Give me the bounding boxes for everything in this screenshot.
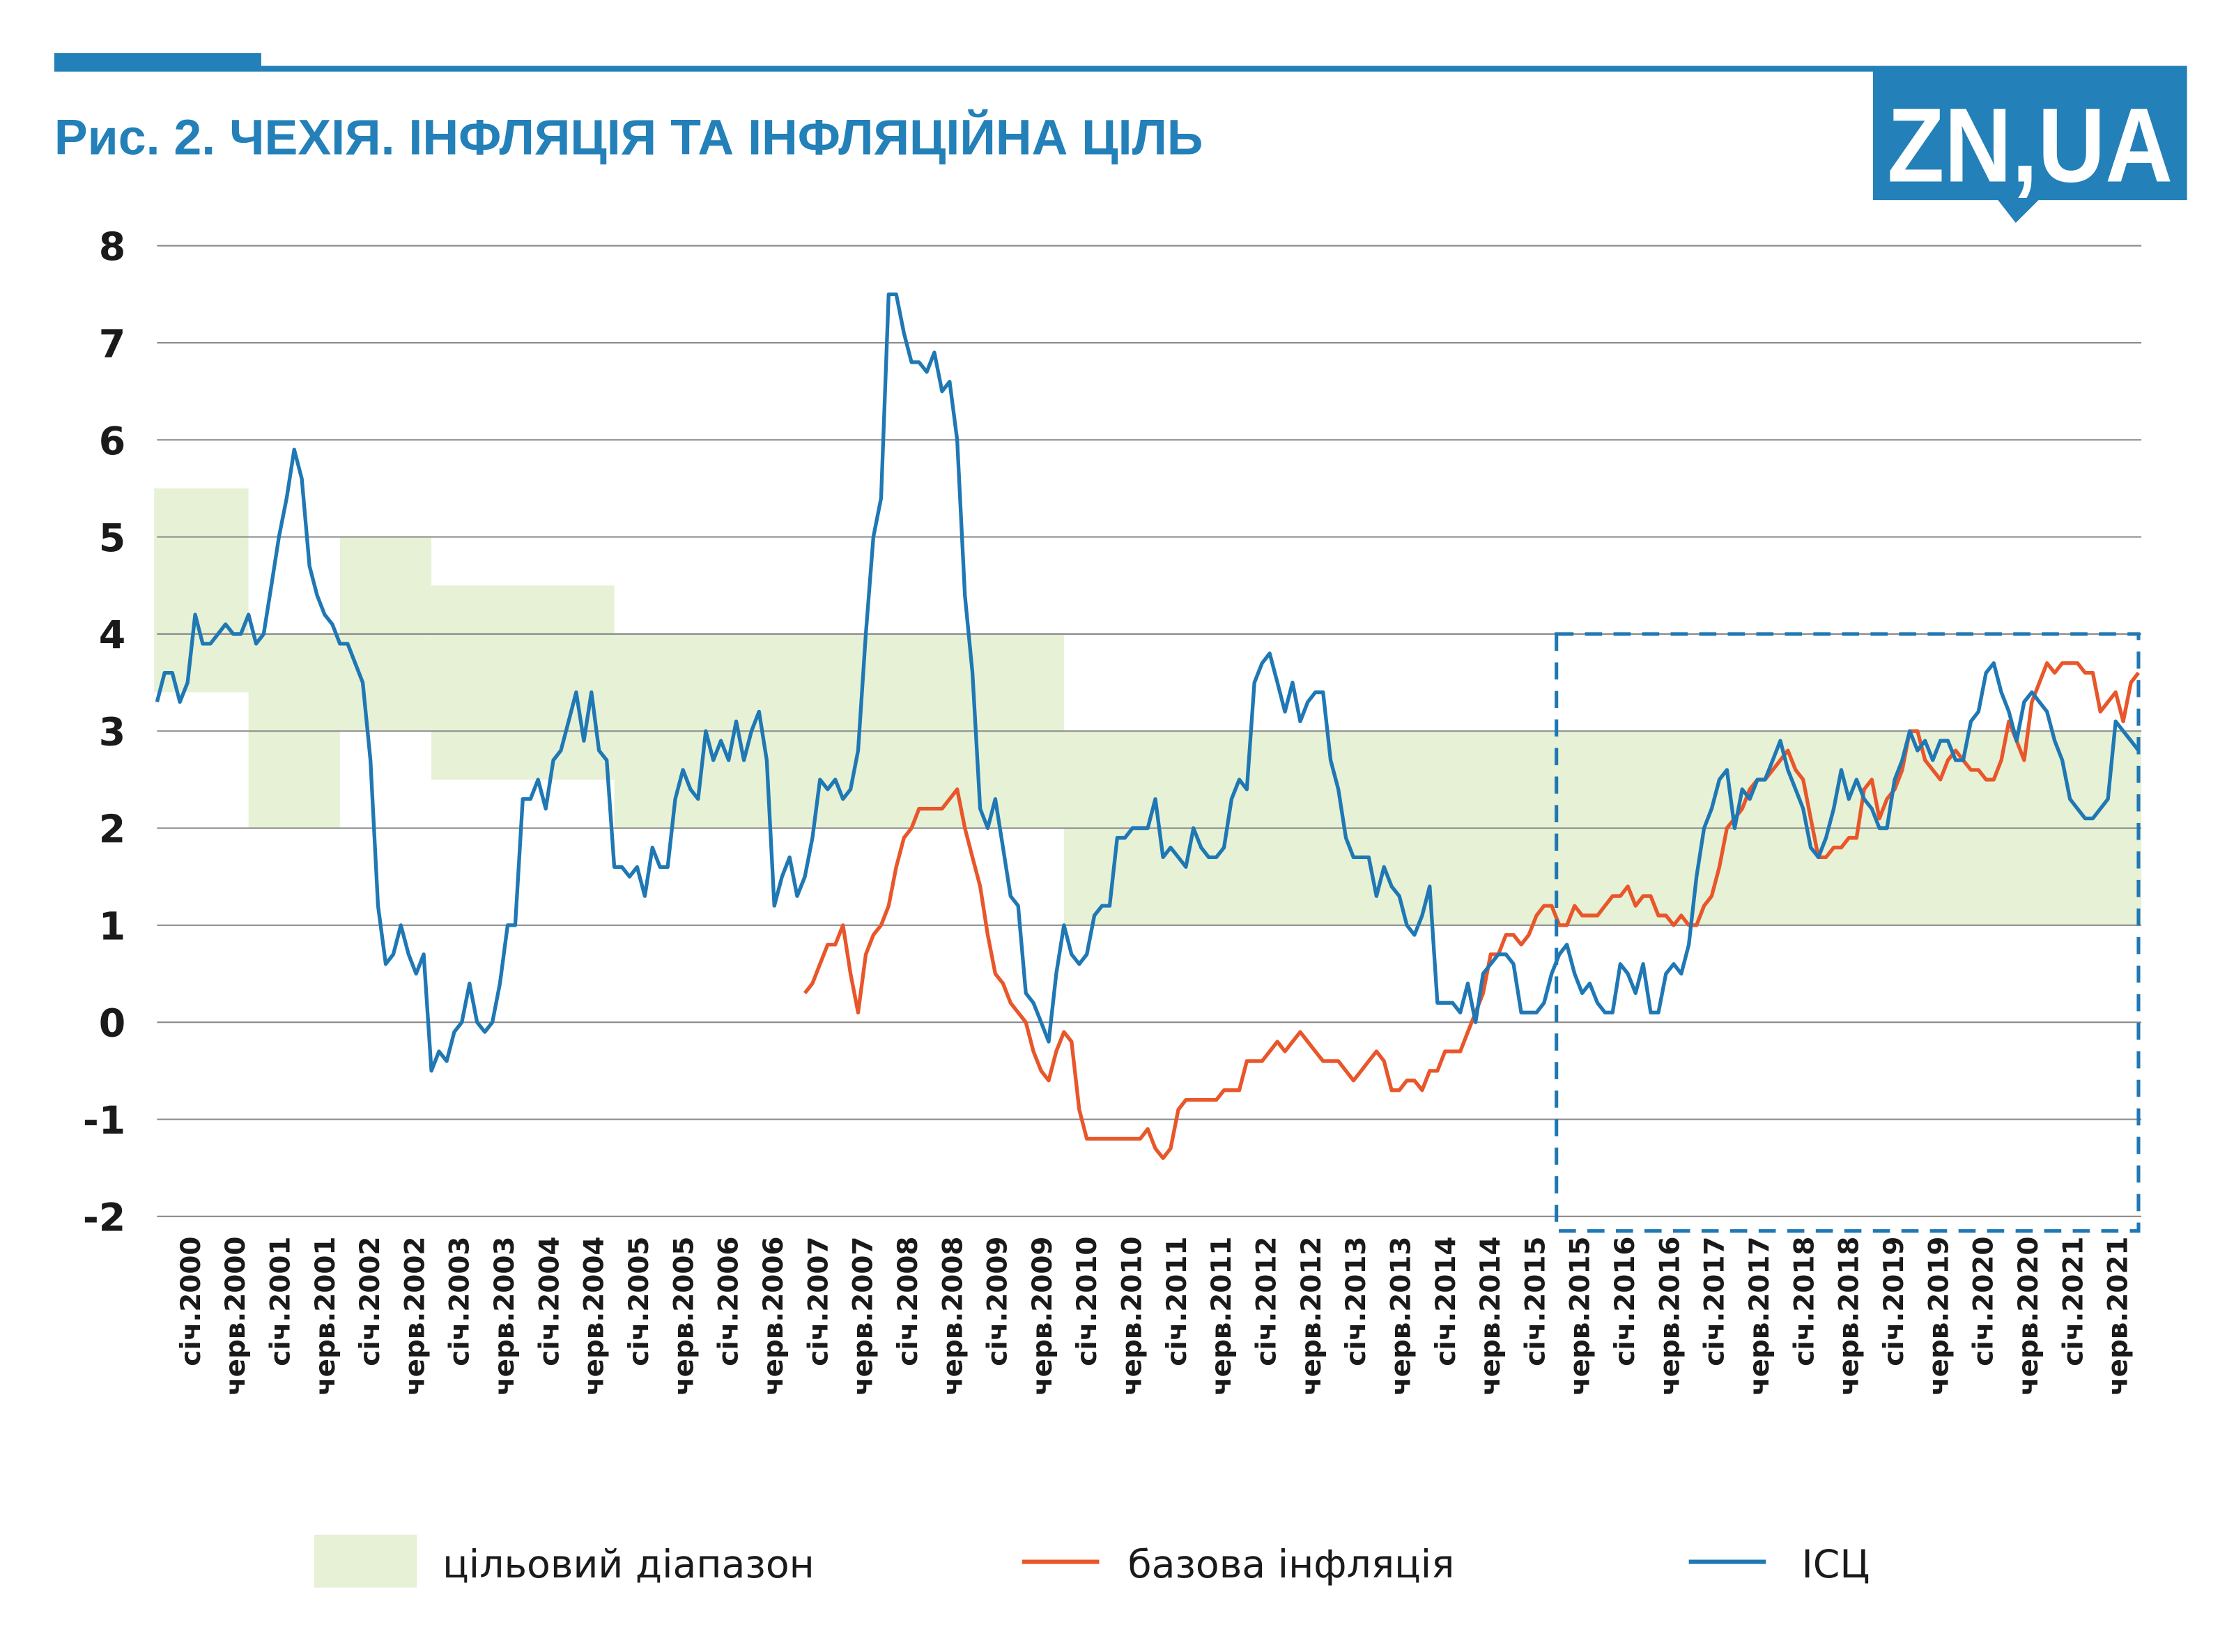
x-tick-label: черв.2013 <box>1385 1237 1417 1396</box>
x-tick-label: січ.2007 <box>803 1237 834 1366</box>
x-tick-label: черв.2006 <box>758 1237 789 1396</box>
x-tick-label: черв.2011 <box>1206 1237 1238 1396</box>
series-layer <box>155 292 2141 1160</box>
x-tick-label: січ.2005 <box>624 1237 655 1366</box>
x-tick-label: січ.2003 <box>445 1237 476 1366</box>
header-accent-bar <box>54 53 261 72</box>
y-tick-label: -2 <box>83 1196 125 1240</box>
x-tick-label: січ.2017 <box>1700 1237 1731 1366</box>
x-tick-label: черв.2005 <box>668 1237 700 1396</box>
y-tick-label: 5 <box>99 516 125 561</box>
x-tick-label: черв.2010 <box>1117 1237 1148 1396</box>
x-tick-label: січ.2019 <box>1879 1237 1910 1366</box>
x-tick-label: січ.2018 <box>1789 1237 1820 1366</box>
legend-label-core: базова інфляція <box>1127 1543 1454 1587</box>
x-tick-label: січ.2015 <box>1520 1237 1551 1366</box>
x-tick-label: черв.2001 <box>310 1237 341 1396</box>
x-tick-label: січ.2021 <box>2058 1237 2089 1366</box>
y-tick-label: 6 <box>99 419 125 464</box>
x-tick-label: січ.2016 <box>1610 1237 1641 1366</box>
x-tick-label: черв.2017 <box>1744 1237 1775 1396</box>
target-band-segment <box>431 585 615 780</box>
x-tick-label: черв.2000 <box>220 1237 252 1396</box>
legend: цільовий діапазон базова інфляція ІСЦ <box>314 1534 1870 1588</box>
y-tick-label: 3 <box>99 711 125 755</box>
x-tick-label: черв.2004 <box>579 1237 610 1396</box>
x-tick-label: черв.2019 <box>1923 1237 1955 1396</box>
highlight-box <box>1555 632 2141 1233</box>
x-tick-label: січ.2009 <box>982 1237 1014 1366</box>
y-tick-label: 2 <box>99 808 125 852</box>
x-tick-label: січ.2010 <box>1072 1237 1103 1366</box>
x-tick-label: січ.2013 <box>1341 1237 1372 1366</box>
header-rule <box>261 65 2187 72</box>
x-tick-label: черв.2014 <box>1475 1237 1506 1396</box>
y-axis-ticks: 8 7 6 5 4 3 2 1 0 -1 -2 <box>83 225 125 1240</box>
x-tick-label: січ.2014 <box>1431 1237 1462 1366</box>
x-tick-label: черв.2015 <box>1565 1237 1596 1396</box>
x-tick-label: січ.2011 <box>1162 1237 1193 1366</box>
x-tick-label: січ.2004 <box>534 1237 565 1366</box>
x-tick-label: черв.2002 <box>399 1237 431 1396</box>
cpi-line <box>155 292 2141 1073</box>
x-tick-label: січ.2006 <box>714 1237 745 1366</box>
zn-ua-logo: ZN,UA <box>1872 68 2187 223</box>
chart-title: Рис. 2. ЧЕХІЯ. ІНФЛЯЦІЯ ТА ІНФЛЯЦІЙНА ЦІ… <box>54 109 1203 166</box>
x-tick-label: січ.2001 <box>265 1237 296 1366</box>
target-band-layer <box>154 488 2142 925</box>
x-tick-label: черв.2009 <box>1027 1237 1058 1396</box>
x-tick-label: черв.2021 <box>2103 1237 2134 1396</box>
y-tick-label: 8 <box>99 225 125 270</box>
x-tick-label: черв.2020 <box>2013 1237 2044 1396</box>
highlight-box-layer <box>1555 632 2141 1233</box>
x-tick-label: черв.2016 <box>1654 1237 1686 1396</box>
legend-label-band: цільовий діапазон <box>442 1543 815 1587</box>
y-tick-label: -1 <box>83 1099 125 1143</box>
x-tick-label: січ.2000 <box>176 1237 207 1366</box>
core-inflation-line <box>803 661 2141 1160</box>
target-band-segment <box>154 488 249 693</box>
x-tick-label: січ.2012 <box>1251 1237 1283 1366</box>
x-tick-label: черв.2007 <box>848 1237 879 1396</box>
x-tick-label: січ.2008 <box>893 1237 924 1366</box>
y-tick-label: 7 <box>99 322 125 366</box>
x-tick-label: черв.2012 <box>1296 1237 1327 1396</box>
y-tick-label: 1 <box>99 904 125 949</box>
x-axis-ticks: січ.2000 черв.2000 січ.2001 черв.2001 січ.20… <box>176 1237 2134 1396</box>
logo-text: ZN,UA <box>1887 87 2173 205</box>
gridlines <box>157 245 2142 1217</box>
y-tick-label: 0 <box>99 1002 125 1047</box>
x-tick-label: черв.2003 <box>489 1237 521 1396</box>
x-tick-label: січ.2002 <box>355 1237 386 1366</box>
x-tick-label: січ.2020 <box>1968 1237 2000 1366</box>
x-tick-label: черв.2008 <box>937 1237 969 1396</box>
y-tick-label: 4 <box>99 613 125 658</box>
legend-swatch-band <box>314 1534 417 1588</box>
x-tick-label: черв.2018 <box>1834 1237 1865 1396</box>
legend-label-cpi: ІСЦ <box>1801 1543 1870 1587</box>
